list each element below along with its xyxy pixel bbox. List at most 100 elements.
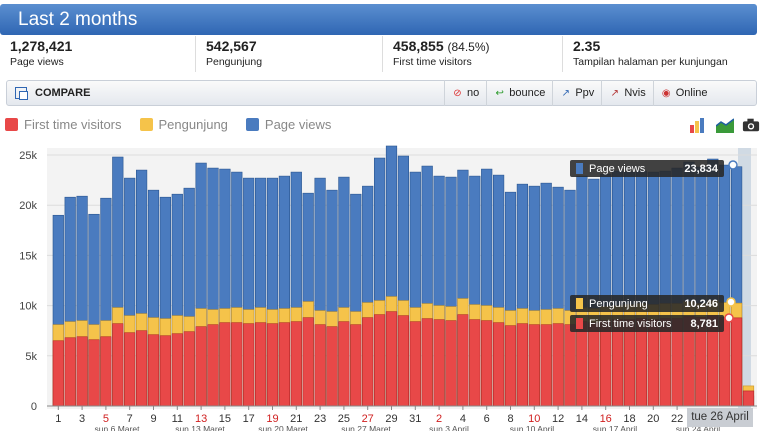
bar-first-time-visitors	[266, 323, 279, 407]
legend-label: Pengunjung	[158, 117, 228, 132]
x-tick-label: 18	[623, 413, 635, 425]
legend-swatch	[5, 118, 18, 131]
x-tick-label: 13	[195, 413, 207, 425]
bar-first-time-visitors	[171, 333, 183, 407]
week-label: sun 10 April	[510, 424, 555, 431]
x-tick-label: 12	[552, 413, 564, 425]
compare-toolbar: COMPARE ⊘ no ↩ bounce ↗ Ppv ↗ Nvis ◉ Onl…	[6, 80, 757, 106]
stat-value: 542,567	[206, 38, 257, 54]
bar-first-time-visitors	[231, 322, 243, 407]
legend-pengunjung[interactable]: Pengunjung	[139, 117, 228, 132]
bar-first-time-visitors	[457, 314, 469, 407]
x-tick-label: 3	[79, 413, 85, 425]
bar-first-time-visitors	[373, 314, 386, 407]
legend-page-views[interactable]: Page views	[245, 117, 332, 132]
x-tick-label: 7	[127, 413, 133, 425]
bar-first-time-visitors	[207, 324, 219, 407]
x-tick-label: 16	[600, 413, 612, 425]
bar-first-time-visitors	[195, 326, 207, 407]
metric-label: bounce	[509, 87, 546, 99]
tooltip-swatch	[576, 298, 583, 309]
bar-first-time-visitors	[564, 324, 576, 407]
x-tick-label: 25	[338, 413, 350, 425]
metric-nvis-button[interactable]: ↗ Nvis	[601, 80, 652, 106]
legend-first-time-visitors[interactable]: First time visitors	[5, 117, 122, 132]
legend-label: Page views	[264, 117, 332, 132]
legend-swatch	[245, 118, 259, 131]
y-axis: 0 5k 10k 15k 20k 25k	[19, 150, 37, 413]
x-tick-label: 27	[362, 413, 374, 425]
stat-label: First time visitors	[393, 56, 472, 68]
metric-label: Online	[675, 87, 708, 99]
x-tick-label: 14	[576, 413, 588, 425]
week-label: sun 3 April	[429, 424, 469, 431]
stat-label: Tampilan halaman per kunjungan	[573, 56, 728, 68]
bounce-icon: ↩	[495, 87, 504, 99]
bar-first-time-visitors	[588, 322, 600, 407]
metric-no-button[interactable]: ⊘ no	[444, 80, 486, 106]
bar-first-time-visitors	[600, 320, 612, 407]
metric-label: Ppv	[575, 87, 595, 99]
bar-first-time-visitors	[136, 330, 148, 407]
nvis-chart-icon: ↗	[610, 87, 619, 99]
bar-chart-icon[interactable]	[690, 117, 708, 133]
week-label: sun 27 Maret	[341, 424, 391, 431]
current-date-label: tue 26 April	[687, 408, 753, 427]
stat-value: 458,855 (84.5%)	[393, 38, 490, 54]
stat-page-views: 1,278,421 Page views	[0, 36, 196, 72]
bar-first-time-visitors	[278, 322, 291, 407]
bar-first-time-visitors	[421, 318, 433, 407]
bar-first-time-visitors	[243, 323, 255, 407]
ppv-chart-icon: ↗	[561, 87, 571, 99]
bar-first-time-visitors	[124, 332, 136, 407]
bar-first-time-visitors	[469, 319, 481, 407]
week-label: sun 6 Maret	[95, 424, 141, 431]
tooltip-name: Pengunjung	[589, 297, 648, 310]
bar-first-time-visitors	[576, 321, 588, 407]
bar-first-time-visitors	[338, 321, 350, 407]
bar-first-time-visitors	[362, 317, 374, 407]
bar-first-time-visitors	[397, 315, 410, 407]
compare-button[interactable]: COMPARE	[7, 87, 444, 100]
metric-ppv-button[interactable]: ↗ Ppv	[552, 80, 601, 106]
bar-first-time-visitors	[314, 324, 326, 407]
x-tick-label: 1	[55, 413, 61, 425]
no-icon: ⊘	[453, 87, 462, 99]
bar-first-time-visitors	[552, 323, 564, 407]
chart-tools	[690, 117, 760, 133]
x-tick-label: 5	[103, 413, 109, 425]
y-tick-label: 15k	[19, 250, 37, 262]
bar-first-time-visitors	[385, 311, 398, 407]
stat-label: Pengunjung	[206, 56, 263, 68]
x-tick-label: 22	[671, 413, 683, 425]
area-chart-icon[interactable]	[716, 117, 734, 133]
online-icon: ◉	[661, 87, 671, 99]
bar-first-time-visitors	[504, 325, 517, 407]
week-label: sun 17 April	[593, 424, 638, 431]
stat-label: Page views	[10, 56, 64, 68]
stat-pages-per-visit: 2.35 Tampilan halaman per kunjungan	[563, 36, 757, 72]
x-tick-label: 21	[290, 413, 302, 425]
bar-first-time-visitors	[290, 321, 302, 407]
stat-first-time-visitors: 458,855 (84.5%) First time visitors	[383, 36, 563, 72]
bar-first-time-visitors	[730, 317, 743, 407]
metric-online-button[interactable]: ◉ Online	[652, 80, 715, 106]
bar-first-time-visitors	[528, 324, 540, 407]
y-tick-label: 25k	[19, 150, 37, 162]
bar-first-time-visitors	[540, 324, 552, 407]
bar-first-time-visitors	[302, 317, 314, 407]
camera-icon[interactable]	[742, 117, 760, 133]
x-tick-label: 8	[507, 413, 513, 425]
x-tick-label: 6	[484, 413, 490, 425]
bars	[52, 145, 755, 407]
stat-value: 1,278,421	[10, 38, 73, 54]
tooltip-first-time: First time visitors 8,781	[570, 315, 724, 332]
bar-first-time-visitors	[492, 322, 505, 407]
bar-first-time-visitors	[219, 322, 231, 407]
x-tick-label: 23	[314, 413, 326, 425]
bar-first-time-visitors	[516, 323, 528, 407]
legend-label: First time visitors	[24, 117, 122, 132]
metric-label: no	[467, 87, 480, 99]
metric-bounce-button[interactable]: ↩ bounce	[486, 80, 552, 106]
bar-first-time-visitors	[255, 322, 267, 407]
